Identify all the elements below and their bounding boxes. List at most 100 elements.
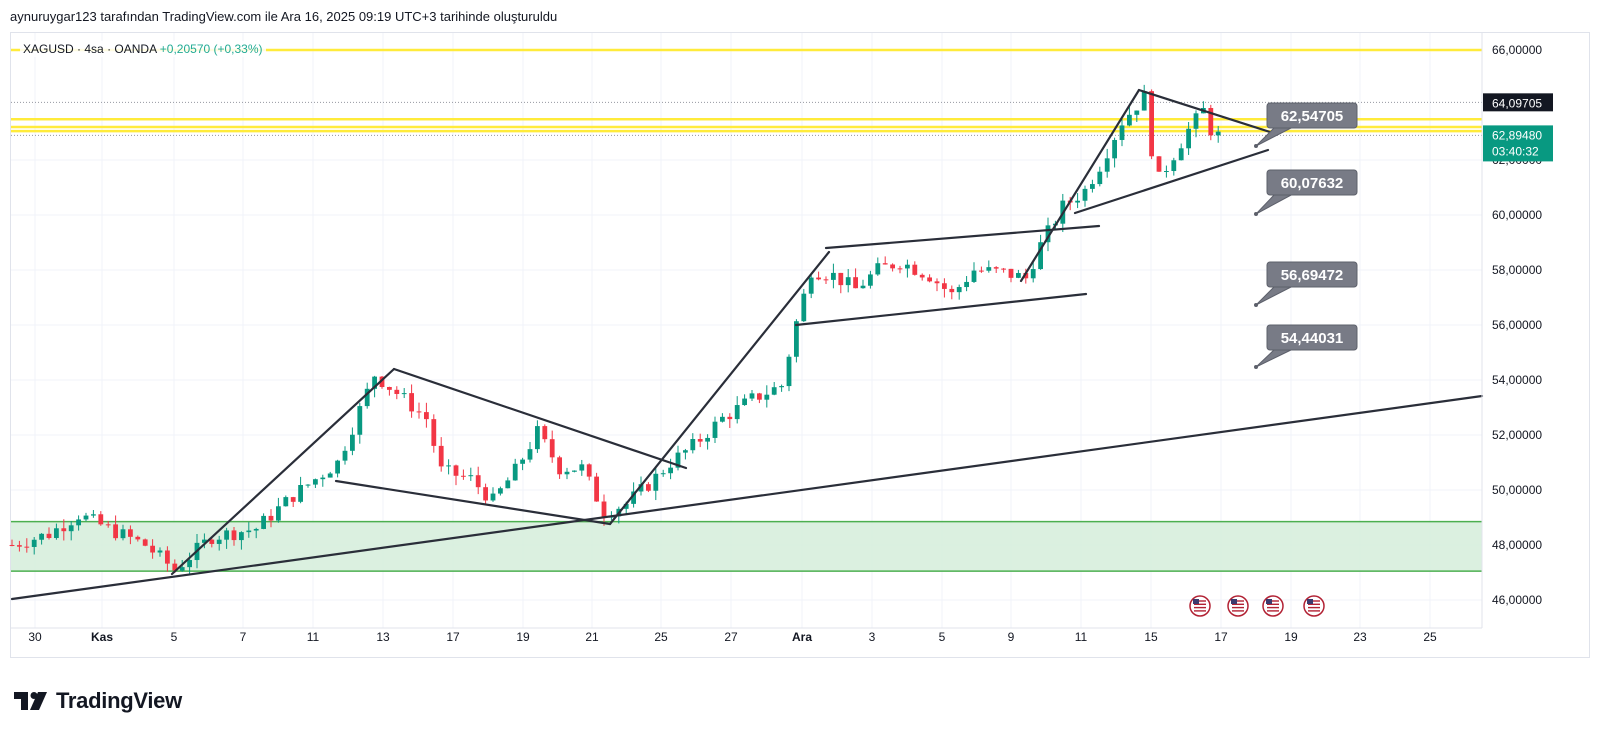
candle-down [1149,91,1154,157]
candle-up [520,459,525,464]
callout-anchor [1254,212,1258,216]
candle-up [1075,200,1080,203]
candle-up [668,467,673,474]
candle-up [283,497,289,507]
time-tick-label: 9 [1008,630,1015,644]
flag-canton [1231,599,1237,604]
candle-up [623,503,629,509]
candle-up [76,519,81,526]
price-tick-label: 52,00000 [1492,428,1542,442]
candle-down [438,445,444,467]
candle-up [1097,171,1103,185]
time-axis[interactable]: 30 Kas 5 7 11 13 17 19 21 25 27 Ara 3 5 9 11 15 17 19 23 25 [11,627,1482,644]
trend-line [608,250,831,526]
candle-up [638,484,644,492]
callout-anchor [1254,303,1258,307]
candle-up [91,514,96,516]
price-axis[interactable]: 46,00000 48,00000 50,00000 52,00000 54,00000… [1481,33,1553,628]
candle-up [1038,242,1043,270]
candle-up [801,293,807,322]
candle-up [342,450,348,461]
candle-down [461,475,466,477]
candle-up [1193,113,1199,129]
candle-up [749,393,755,399]
candle-up [535,426,540,450]
trend-line [1073,148,1270,215]
candle-up [372,376,377,389]
candle-up [971,270,977,282]
candle-down [290,497,296,502]
candle-up [964,281,969,288]
price-tick-label: 54,00000 [1492,373,1542,387]
symbol-legend[interactable]: XAGUSD · 4sa · OANDA +0,20570 (+0,33%) [20,41,266,57]
candle-up [305,484,311,486]
callout-pointer [1255,193,1294,215]
time-tick-label: 11 [1075,630,1088,644]
high-price-badge-text: 64,09705 [1492,96,1542,110]
symbol-broker: OANDA [114,42,157,56]
target-labels[interactable]: 62,54705 60,07632 56,69472 54,44031 [1254,102,1358,369]
candle-down [409,393,414,412]
candle-up [1030,269,1036,279]
candle-up [357,406,363,435]
candle-down [9,545,15,546]
candle-down [549,439,555,458]
candle-down [912,264,918,275]
chart-frame [10,32,1590,658]
candle-up [660,473,666,475]
candle-up [875,263,881,275]
candle-down [142,539,148,546]
candle-down [897,268,903,270]
tradingview-logo[interactable]: TradingView [14,688,182,714]
candle-up [860,285,866,289]
candle-down [268,515,274,521]
candle-down [949,288,955,293]
candle-down [165,550,170,564]
price-tick-label: 48,00000 [1492,538,1542,552]
candle-up [712,421,718,438]
time-tick-label: 11 [307,630,320,644]
price-tick-label: 60,00000 [1492,208,1542,222]
callout-box [1266,102,1358,129]
price-tick-label: 66,00000 [1492,43,1542,57]
candle-up [1164,171,1169,173]
callout-box [1266,261,1358,288]
candle-up [216,539,222,544]
flag-canton [1307,599,1313,604]
candle-down [453,465,459,476]
candle-up [653,473,659,491]
trend-lines[interactable] [10,88,1484,601]
time-tick-label: 30 [28,630,42,644]
candle-up [120,529,126,539]
time-tick-label: 27 [724,630,738,644]
candle-up [1178,148,1184,161]
candle-down [135,536,141,540]
candle-down [387,386,392,390]
candle-up [690,439,696,451]
callout-box [1266,169,1358,196]
economic-events[interactable] [1189,595,1325,617]
last-price-badge [1483,125,1553,162]
flag-canton [1193,599,1199,604]
candle-down [98,514,104,525]
candle-down [150,545,155,553]
candle-up [1112,139,1117,159]
candle-up [498,488,503,494]
candle-up [83,515,89,520]
candle-down [416,411,422,413]
candle-up [786,356,792,387]
candle-up [1090,184,1095,189]
candle-down [542,426,548,440]
candle-up [31,539,37,547]
time-tick-label: 19 [516,630,530,644]
candle-up [335,460,340,474]
candle-up [572,470,577,472]
candle-up [1119,125,1125,140]
price-tick-label: 58,00000 [1492,263,1542,277]
candle-down [1208,107,1214,136]
candle-up [512,463,518,481]
candle-down [475,475,481,488]
candle-up [179,567,185,571]
candle-up [39,533,44,540]
